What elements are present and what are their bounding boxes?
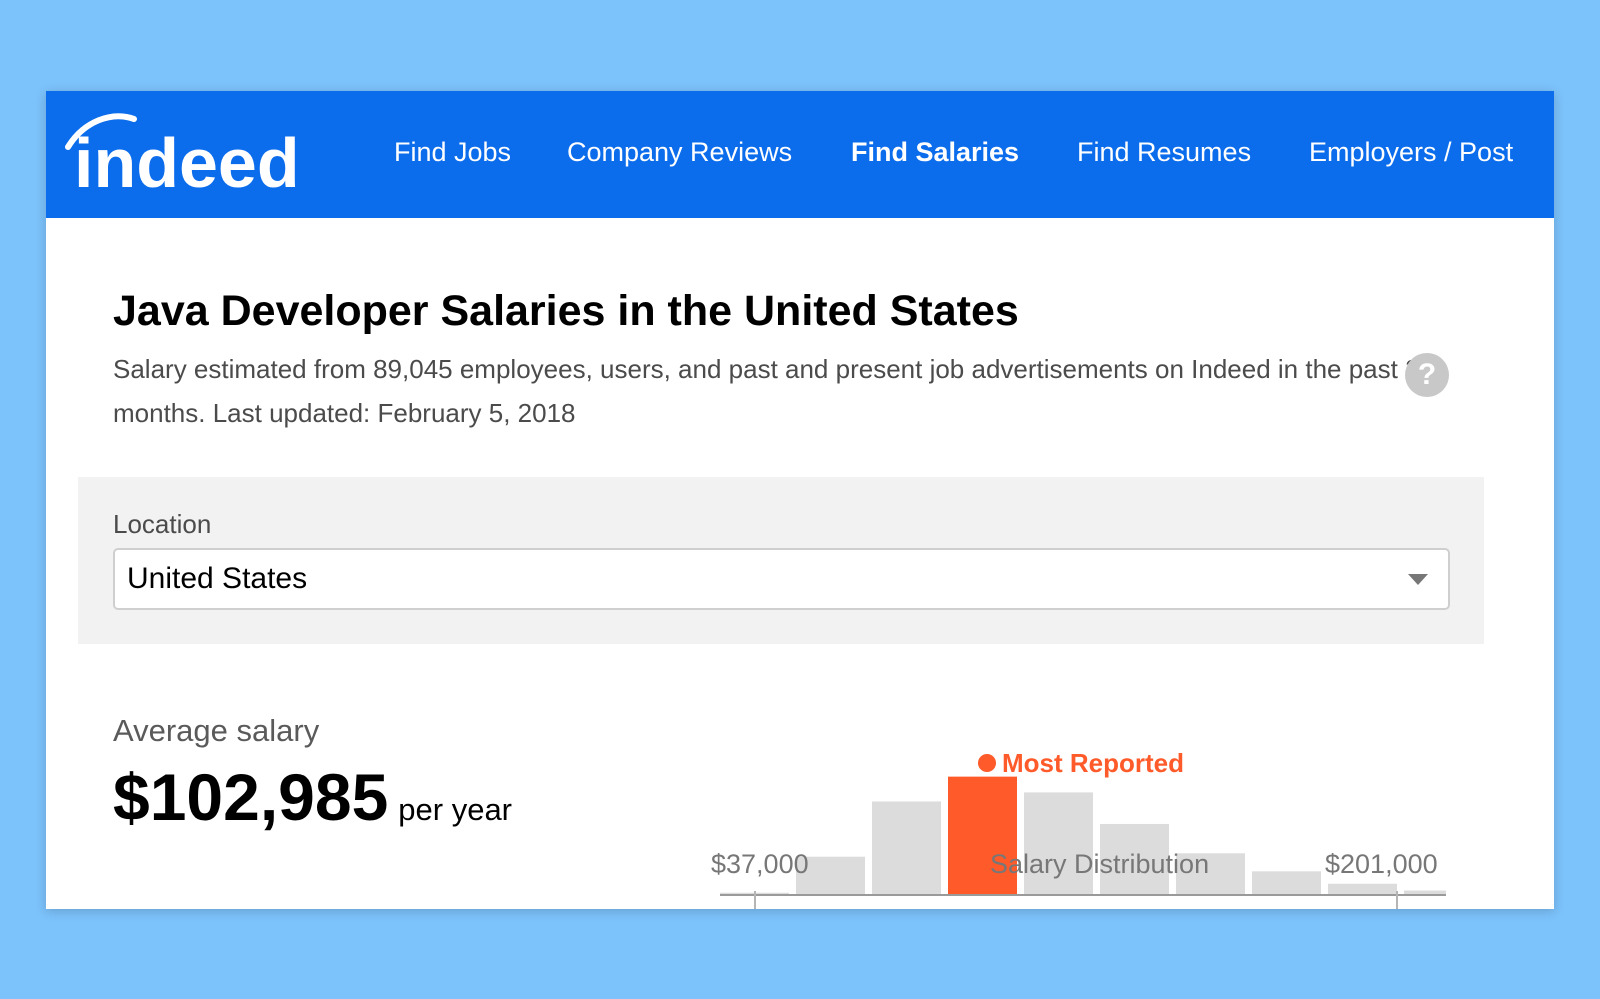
top-navbar: indeed Find Jobs Company Reviews Find Sa… xyxy=(46,91,1554,218)
histogram-bar-most-reported xyxy=(948,776,1017,895)
bars-group xyxy=(720,776,1446,895)
salary-period: per year xyxy=(398,792,513,827)
page-title: Java Developer Salaries in the United St… xyxy=(113,287,1019,335)
location-label: Location xyxy=(113,509,212,539)
logo-text: indeed xyxy=(74,124,300,199)
indeed-logo[interactable]: indeed xyxy=(62,109,322,199)
average-salary-amount: $102,985 xyxy=(113,760,389,834)
histogram-bar xyxy=(1328,883,1397,895)
histogram-bar xyxy=(1404,890,1446,895)
histogram-bar xyxy=(1100,823,1169,895)
nav-find-jobs[interactable]: Find Jobs xyxy=(394,137,512,167)
most-reported-label: Most Reported xyxy=(1002,748,1184,778)
location-selected-value: United States xyxy=(127,562,308,595)
nav-employers-post[interactable]: Employers / Post xyxy=(1309,137,1514,167)
location-select[interactable]: United States xyxy=(113,548,1450,610)
nav-find-resumes[interactable]: Find Resumes xyxy=(1077,137,1252,167)
most-reported-dot xyxy=(978,754,996,772)
histogram-bar xyxy=(872,801,941,895)
min-salary-label: $37,000 xyxy=(711,849,809,879)
nav-find-salaries[interactable]: Find Salaries xyxy=(851,137,1020,167)
salary-distribution-chart: Most Reported xyxy=(720,748,1446,896)
chart-title: Salary Distribution xyxy=(990,849,1210,879)
max-salary-label: $201,000 xyxy=(1325,849,1438,879)
histogram-bar xyxy=(796,856,865,895)
help-icon[interactable]: ? xyxy=(1405,353,1449,397)
average-salary-label: Average salary xyxy=(113,713,320,748)
salary-source-note: Salary estimated from 89,045 employees, … xyxy=(113,354,1435,428)
salary-card: indeed Find Jobs Company Reviews Find Sa… xyxy=(46,91,1554,909)
histogram-bar xyxy=(1252,871,1321,895)
chart-ticks xyxy=(754,891,1398,909)
chevron-down-icon xyxy=(1408,574,1428,585)
location-panel: Location United States xyxy=(78,477,1484,644)
nav-company-reviews[interactable]: Company Reviews xyxy=(567,137,793,167)
average-salary: $102,985 per year xyxy=(113,759,512,835)
histogram-bar xyxy=(1176,853,1245,895)
histogram-bar xyxy=(1024,792,1093,895)
